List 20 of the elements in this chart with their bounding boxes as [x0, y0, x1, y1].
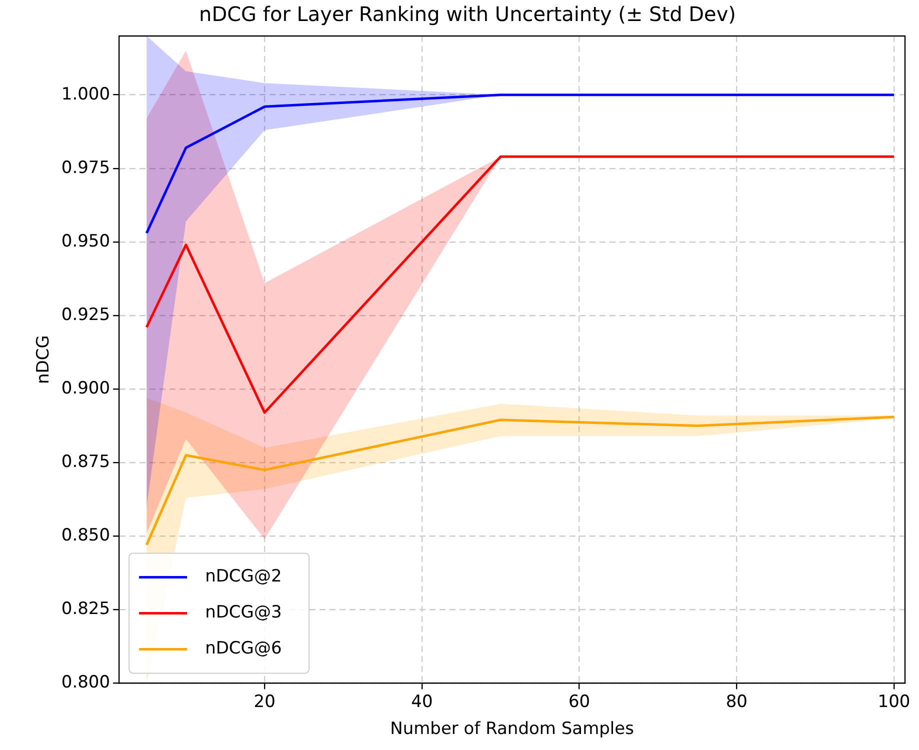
x-tick-label: 100: [878, 692, 910, 712]
x-tick-label: 60: [568, 692, 590, 712]
legend-label: nDCG@2: [205, 566, 282, 587]
legend-label: nDCG@3: [205, 602, 282, 623]
y-tick-label: 0.825: [61, 599, 110, 620]
y-tick-label: 1.000: [61, 84, 110, 104]
x-tick-label: 20: [254, 692, 276, 712]
y-tick-label: 0.900: [61, 378, 110, 398]
y-tick-label: 0.850: [61, 526, 110, 546]
x-axis-title: Number of Random Samples: [390, 719, 634, 740]
y-tick-label: 0.950: [61, 231, 110, 252]
chart-title: nDCG for Layer Ranking with Uncertainty (± Std Dev): [199, 2, 736, 26]
legend-label: nDCG@6: [205, 638, 282, 659]
y-tick-label: 0.800: [61, 672, 110, 693]
y-tick-label: 0.925: [61, 304, 110, 325]
y-tick-label: 0.875: [61, 452, 110, 472]
y-tick-label: 0.975: [61, 158, 110, 178]
x-tick-label: 80: [726, 692, 748, 712]
y-axis-title: nDCG: [34, 335, 54, 384]
x-tick-label: 40: [411, 692, 433, 712]
